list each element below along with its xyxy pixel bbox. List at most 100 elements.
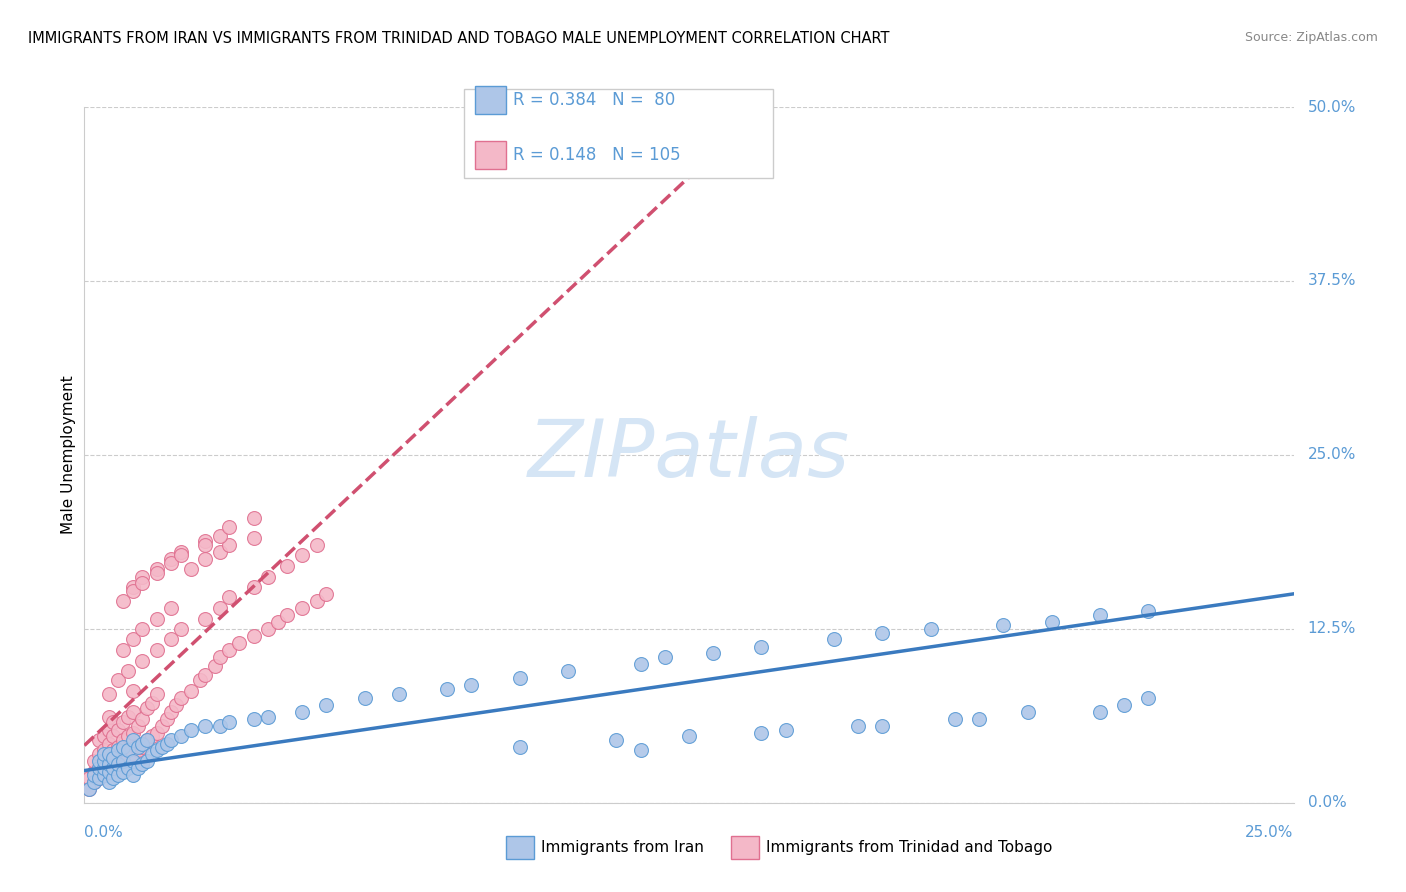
Point [103,761,125,775]
Point [117,664,139,678]
Point [97,765,120,780]
Point [180,723,202,738]
Point [146,612,169,626]
Point [121,747,143,761]
Point [751,726,773,740]
Point [257,709,280,723]
Point [305,538,328,552]
Point [117,761,139,775]
Point [107,756,129,771]
Point [605,733,627,747]
Point [103,751,125,765]
Point [291,601,314,615]
Point [242,532,264,546]
Point [194,667,217,681]
Point [112,594,135,608]
Point [228,636,250,650]
Point [97,687,120,701]
Point [160,632,183,646]
Point [112,733,135,747]
Point [1088,607,1111,622]
Point [107,743,129,757]
Point [170,548,193,562]
Point [775,723,797,738]
Point [117,751,139,765]
Point [103,729,125,743]
Point [242,712,264,726]
Text: R = 0.148   N = 105: R = 0.148 N = 105 [513,146,681,164]
Point [194,612,217,626]
Point [83,765,105,780]
Point [127,740,149,755]
Point [194,538,217,552]
Text: IMMIGRANTS FROM IRAN VS IMMIGRANTS FROM TRINIDAD AND TOBAGO MALE UNEMPLOYMENT CO: IMMIGRANTS FROM IRAN VS IMMIGRANTS FROM … [28,31,890,46]
Point [112,715,135,730]
Point [315,698,337,713]
Point [83,775,105,789]
Point [146,743,169,757]
Point [127,743,149,757]
Point [1137,691,1160,706]
Point [97,751,120,765]
Point [678,729,700,743]
Point [751,640,773,654]
Point [823,632,845,646]
Point [97,709,120,723]
Point [291,548,314,562]
Point [146,726,169,740]
Point [354,691,377,706]
Point [967,712,990,726]
Point [97,747,120,761]
Point [97,723,120,738]
Point [276,559,298,574]
Point [136,701,159,715]
Point [87,733,110,747]
Point [160,557,183,571]
Point [121,632,143,646]
Text: Immigrants from Iran: Immigrants from Iran [541,840,704,855]
Point [436,681,458,696]
Point [267,615,290,629]
Point [388,687,411,701]
Point [1088,706,1111,720]
Point [93,743,115,757]
Point [127,761,149,775]
Point [654,649,676,664]
Point [165,698,187,713]
Point [1114,698,1136,713]
Text: 25.0%: 25.0% [1308,448,1355,462]
Point [208,545,231,559]
Point [83,768,105,782]
Text: 25.0%: 25.0% [1246,825,1294,840]
Text: 12.5%: 12.5% [1308,622,1355,636]
Point [276,607,298,622]
Point [121,754,143,768]
Point [107,740,129,755]
Point [257,622,280,636]
Text: 37.5%: 37.5% [1308,274,1355,288]
Point [77,781,100,796]
Point [112,740,135,755]
Point [160,601,183,615]
Point [136,733,159,747]
Point [117,709,139,723]
Point [131,740,153,755]
Point [208,601,231,615]
Point [218,538,240,552]
Point [208,649,231,664]
Point [103,743,125,757]
Point [218,520,240,534]
Point [87,771,110,785]
Point [87,754,110,768]
Point [920,622,942,636]
Point [121,684,143,698]
Point [103,761,125,775]
Point [107,673,129,688]
Point [117,743,139,757]
Y-axis label: Male Unemployment: Male Unemployment [60,376,76,534]
Point [150,719,173,733]
Point [77,781,100,796]
Point [155,737,177,751]
Point [160,552,183,566]
Point [127,719,149,733]
